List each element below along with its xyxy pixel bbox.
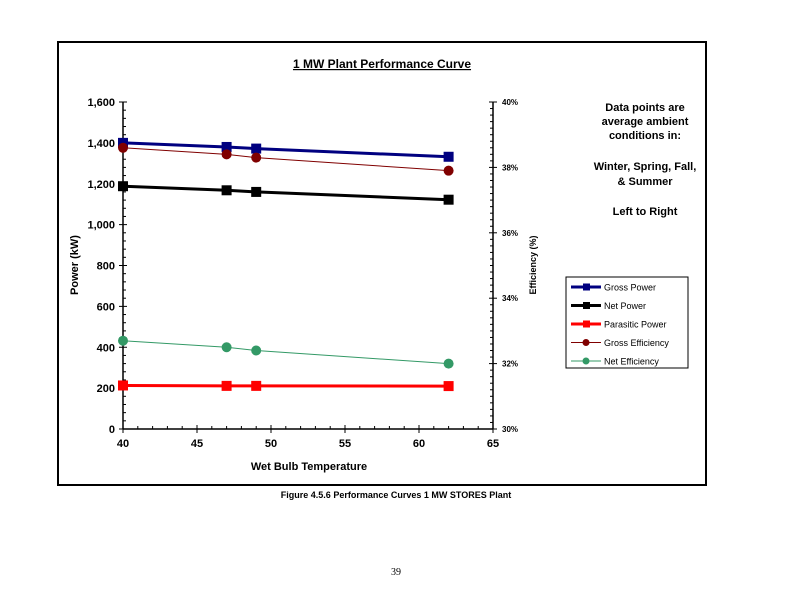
y-right-axis-label: Efficiency (%) — [528, 235, 538, 294]
y-left-tick-label: 800 — [97, 261, 115, 273]
x-axis-label: Wet Bulb Temperature — [251, 461, 367, 473]
legend-entry-label: Gross Efficiency — [604, 338, 669, 348]
y-left-tick-label: 400 — [97, 342, 115, 354]
legend-entry-label: Net Efficiency — [604, 357, 659, 367]
y-right-tick-label: 30% — [502, 425, 518, 434]
y-right-tick-label: 34% — [502, 294, 518, 303]
chart-title: 1 MW Plant Performance Curve — [293, 57, 471, 71]
annotation-line-2: average ambient — [601, 116, 689, 128]
net-efficiency-point — [118, 335, 128, 346]
gross-power-line — [122, 141, 449, 159]
x-tick-label: 65 — [487, 438, 499, 450]
x-tick-label: 40 — [117, 438, 129, 450]
annotation-line-4: Winter, Spring, Fall, — [593, 161, 697, 173]
y-left-tick-label: 200 — [97, 383, 115, 395]
net-power-point — [251, 186, 262, 197]
parasitic-power-point — [118, 380, 128, 391]
legend-swatch-marker — [582, 339, 590, 346]
chart-frame — [57, 41, 707, 486]
gross-power-point — [443, 151, 454, 162]
y-left-tick-label: 600 — [97, 301, 115, 313]
annotation-line-1: Data points are — [605, 102, 685, 114]
legend-swatch-marker — [583, 302, 590, 309]
y-left-tick-label: 1,600 — [87, 97, 115, 109]
legend-entry-label: Gross Power — [604, 283, 656, 293]
parasitic-power-line — [122, 383, 449, 388]
y-right-tick-label: 38% — [502, 163, 518, 172]
annotation-line-5: & Summer — [617, 176, 673, 188]
annotation-line-3: conditions in: — [608, 130, 682, 142]
legend-swatch-marker — [583, 320, 590, 328]
gross-power-point — [221, 141, 232, 152]
parasitic-power-point — [221, 380, 232, 391]
net-power-line — [122, 184, 449, 202]
annotation-line-6: Left to Right — [612, 206, 678, 218]
page-number: 39 — [391, 567, 401, 578]
x-tick-label: 45 — [191, 438, 203, 450]
net-efficiency-point — [443, 358, 454, 369]
legend: Gross Power Net Power Parasitic Power Gross… — [565, 276, 689, 369]
parasitic-power-point — [251, 380, 262, 391]
figure-caption: Figure 4.5.6 Performance Curves 1 MW STO… — [280, 490, 512, 500]
net-efficiency-point — [251, 345, 262, 356]
y-right-tick-label: 32% — [502, 360, 518, 369]
x-tick-label: 50 — [265, 438, 277, 450]
legend-swatch-marker — [583, 283, 590, 291]
y-left-tick-label: 1,200 — [87, 179, 115, 191]
parasitic-power-point — [443, 381, 454, 392]
gross-efficiency-point — [443, 165, 454, 176]
gross-efficiency-point — [251, 152, 262, 163]
y-left-tick-label: 1,000 — [87, 220, 115, 232]
gross-efficiency-point — [118, 142, 128, 153]
y-right-tick-label: 36% — [502, 229, 518, 238]
net-power-point — [118, 181, 128, 192]
net-efficiency-point — [221, 342, 232, 353]
net-power-point — [443, 194, 454, 205]
legend-entry-label: Net Power — [604, 301, 646, 311]
x-tick-label: 55 — [339, 438, 351, 450]
x-tick-label: 60 — [413, 438, 425, 450]
net-efficiency-line — [122, 340, 449, 365]
legend-entry-label: Parasitic Power — [604, 320, 667, 330]
net-power-point — [221, 185, 232, 196]
axes: 0 200 400 600 800 1,000 1,200 1,400 1,600 30% 32% 3… — [87, 97, 518, 450]
gross-efficiency-point — [221, 149, 232, 160]
y-left-axis-label: Power (kW) — [69, 235, 81, 295]
y-left-tick-label: 1,400 — [87, 138, 115, 150]
gross-power-point — [251, 143, 262, 154]
series-layer — [118, 137, 454, 392]
gross-efficiency-line — [122, 147, 449, 172]
legend-swatch-marker — [582, 357, 590, 365]
y-left-tick-label: 0 — [109, 424, 115, 436]
y-right-tick-label: 40% — [502, 98, 518, 107]
